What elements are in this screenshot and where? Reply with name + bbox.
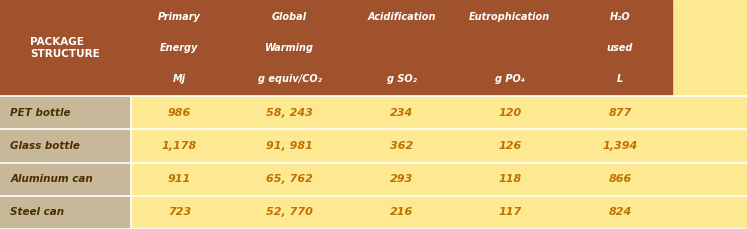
Bar	[452, 96, 568, 129]
Text: 58, 243: 58, 243	[266, 108, 313, 118]
Text: Glass bottle: Glass bottle	[10, 141, 81, 151]
Text: 52, 770: 52, 770	[266, 207, 313, 217]
Text: 65, 762: 65, 762	[266, 174, 313, 184]
Text: L: L	[617, 74, 623, 84]
Bar	[452, 163, 568, 196]
Bar	[568, 96, 672, 129]
Bar	[351, 196, 452, 229]
Text: 866: 866	[608, 174, 632, 184]
Bar	[0, 163, 131, 196]
Bar	[131, 163, 228, 196]
Text: 824: 824	[608, 207, 632, 217]
Text: 117: 117	[498, 207, 521, 217]
Text: Primary: Primary	[158, 12, 201, 22]
Bar	[0, 196, 131, 229]
Text: Global: Global	[272, 12, 307, 22]
Bar	[452, 129, 568, 163]
Bar	[351, 163, 452, 196]
Text: g equiv/CO₂: g equiv/CO₂	[258, 74, 321, 84]
Text: 723: 723	[167, 207, 191, 217]
Bar	[131, 196, 228, 229]
Bar	[228, 163, 351, 196]
Text: 234: 234	[390, 108, 413, 118]
Bar	[351, 0, 452, 96]
Text: Warming: Warming	[265, 43, 314, 53]
Text: 1,178: 1,178	[161, 141, 197, 151]
Bar	[568, 129, 672, 163]
Bar	[568, 0, 672, 96]
Bar	[0, 0, 131, 96]
Text: 126: 126	[498, 141, 521, 151]
Text: Energy: Energy	[160, 43, 199, 53]
Bar	[228, 0, 351, 96]
Text: 216: 216	[390, 207, 413, 217]
Bar	[0, 129, 131, 163]
Bar	[228, 129, 351, 163]
Text: 911: 911	[167, 174, 191, 184]
Text: Mj: Mj	[173, 74, 186, 84]
Text: g SO₂: g SO₂	[387, 74, 416, 84]
Bar	[131, 96, 228, 129]
Bar	[0, 96, 131, 129]
Text: Steel can: Steel can	[10, 207, 64, 217]
Text: g PO₄: g PO₄	[495, 74, 525, 84]
Bar	[568, 163, 672, 196]
Bar	[228, 196, 351, 229]
Bar	[131, 0, 228, 96]
Text: 91, 981: 91, 981	[266, 141, 313, 151]
Text: Acidification: Acidification	[368, 12, 436, 22]
Bar	[351, 129, 452, 163]
Text: 118: 118	[498, 174, 521, 184]
Text: 120: 120	[498, 108, 521, 118]
Text: used: used	[607, 43, 633, 53]
Text: 1,394: 1,394	[602, 141, 638, 151]
Bar	[568, 196, 672, 229]
Text: PACKAGE
STRUCTURE: PACKAGE STRUCTURE	[31, 37, 100, 59]
Bar	[228, 96, 351, 129]
Text: 293: 293	[390, 174, 413, 184]
Text: Aluminum can: Aluminum can	[10, 174, 93, 184]
Bar	[351, 96, 452, 129]
Bar	[131, 129, 228, 163]
Bar	[452, 0, 568, 96]
Text: 362: 362	[390, 141, 413, 151]
Text: Eutrophication: Eutrophication	[469, 12, 551, 22]
Text: H₂O: H₂O	[610, 12, 630, 22]
Bar	[452, 196, 568, 229]
Text: 877: 877	[608, 108, 632, 118]
Text: 986: 986	[167, 108, 191, 118]
Text: PET bottle: PET bottle	[10, 108, 71, 118]
